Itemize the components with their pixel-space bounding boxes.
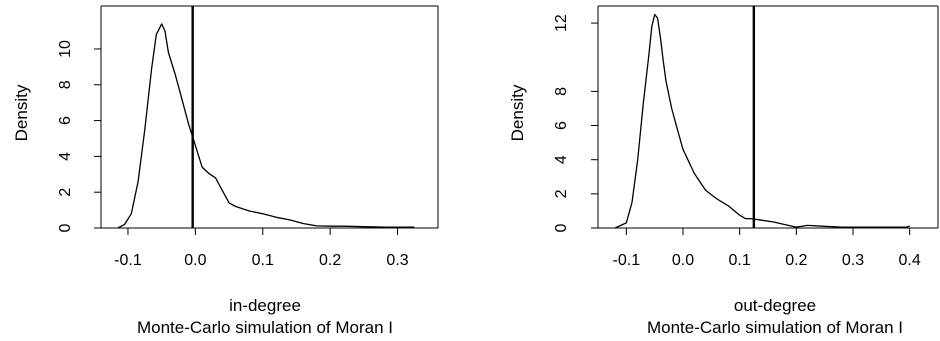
x-tick-label: 0.3 — [842, 252, 864, 269]
y-tick-label: 6 — [57, 116, 74, 125]
density-curve — [117, 23, 415, 229]
x-tick-label: 0.4 — [899, 252, 921, 269]
y-axis-title: Density — [508, 84, 527, 141]
y-tick-label: 6 — [553, 121, 570, 130]
chart-panel-in-degree: -0.1 0.0 0.1 0.2 0.3 0 2 4 6 8 10 Density in-degr… — [12, 5, 439, 337]
density-curve — [614, 13, 910, 229]
chart-caption: Monte-Carlo simulation of Moran I — [647, 318, 903, 337]
x-tick-label: -0.1 — [613, 252, 641, 269]
x-axis-title: out-degree — [734, 296, 816, 315]
chart-caption: Monte-Carlo simulation of Moran I — [137, 318, 393, 337]
x-tick-label: 0.1 — [252, 252, 274, 269]
x-tick-label: -0.1 — [114, 252, 142, 269]
x-tick-label: 0.2 — [785, 252, 807, 269]
y-ticks: 0 2 4 6 8 12 — [553, 14, 598, 232]
chart-panel-out-degree: -0.1 0.0 0.1 0.2 0.3 0.4 0 2 4 6 8 12 Density out-… — [508, 5, 939, 337]
x-ticks: -0.1 0.0 0.1 0.2 0.3 0.4 — [613, 228, 921, 269]
y-tick-label: 12 — [553, 14, 570, 32]
y-ticks: 0 2 4 6 8 10 — [57, 40, 101, 232]
x-tick-label: 0.1 — [729, 252, 751, 269]
y-tick-label: 4 — [553, 155, 570, 164]
y-tick-label: 4 — [57, 152, 74, 161]
x-tick-label: 0.3 — [386, 252, 408, 269]
x-ticks: -0.1 0.0 0.1 0.2 0.3 — [114, 228, 409, 269]
y-tick-label: 8 — [553, 87, 570, 96]
y-tick-label: 0 — [57, 223, 74, 232]
x-tick-label: 0.2 — [319, 252, 341, 269]
x-tick-label: 0.0 — [184, 252, 206, 269]
y-tick-label: 8 — [57, 80, 74, 89]
x-axis-title: in-degree — [229, 296, 301, 315]
y-tick-label: 10 — [57, 40, 74, 58]
x-tick-label: 0.0 — [672, 252, 694, 269]
y-tick-label: 2 — [553, 189, 570, 198]
y-axis-title: Density — [12, 84, 31, 141]
y-tick-label: 0 — [553, 223, 570, 232]
y-tick-label: 2 — [57, 188, 74, 197]
